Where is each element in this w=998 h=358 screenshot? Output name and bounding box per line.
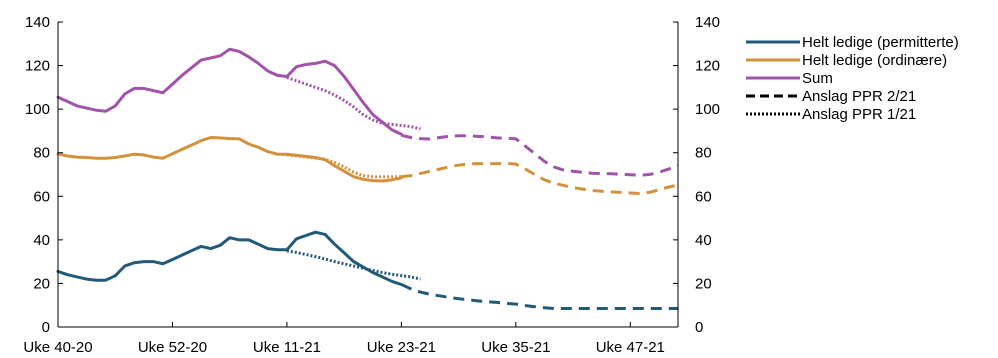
legend: Helt ledige (permitterte)Helt ledige (or… — [746, 34, 959, 123]
y-tick-label-right: 80 — [695, 145, 712, 162]
y-tick-label-left: 40 — [33, 232, 50, 249]
x-tick-label: Uke 52-20 — [138, 339, 207, 356]
y-tick-label-right: 0 — [695, 319, 703, 336]
series-line-sum-dotted — [286, 76, 421, 131]
legend-label: Helt ledige (permitterte) — [802, 34, 959, 51]
x-tick-label: Uke 35-21 — [481, 339, 550, 356]
series-line-sum-dashed — [401, 133, 679, 177]
legend-label: Anslag PPR 2/21 — [802, 88, 916, 105]
y-tick-label-left: 120 — [25, 58, 50, 75]
y-tick-label-right: 120 — [695, 58, 720, 75]
y-tick-label-right: 100 — [695, 101, 720, 118]
legend-label: Helt ledige (ordinære) — [802, 52, 947, 69]
y-tick-label-right: 140 — [695, 14, 720, 31]
legend-label: Anslag PPR 1/21 — [802, 106, 916, 123]
y-tick-label-left: 80 — [33, 145, 50, 162]
x-tick-label: Uke 47-21 — [596, 339, 665, 356]
y-tick-label-right: 60 — [695, 188, 712, 205]
x-tick-label: Uke 11-21 — [253, 339, 321, 356]
x-tick-label: Uke 40-20 — [23, 339, 92, 356]
axes-layer: 0 20 40 60 80 100 120 140 0 20 40 60 80 100 120 140 Uke … — [23, 14, 720, 356]
y-tick-label-left: 60 — [33, 188, 50, 205]
legend-label: Sum — [802, 70, 833, 87]
y-tick-label-left: 0 — [42, 319, 50, 336]
series-line-permitterte-solid — [56, 230, 403, 286]
series-line-ordinaere-dotted — [286, 153, 402, 179]
series-line-ordinaere-solid — [56, 136, 403, 183]
y-tick-label-right: 20 — [695, 275, 712, 292]
series-line-sum-solid — [56, 47, 403, 136]
series-layer — [56, 47, 679, 310]
series-line-ordinaere-dashed — [401, 162, 679, 195]
y-tick-label-left: 140 — [25, 14, 50, 31]
y-tick-label-left: 20 — [33, 275, 50, 292]
series-line-permitterte-dashed — [400, 283, 678, 310]
y-tick-label-right: 40 — [695, 232, 712, 249]
x-tick-label: Uke 23-21 — [367, 339, 436, 356]
series-line-permitterte-dotted — [286, 249, 421, 281]
y-tick-label-left: 100 — [25, 101, 50, 118]
